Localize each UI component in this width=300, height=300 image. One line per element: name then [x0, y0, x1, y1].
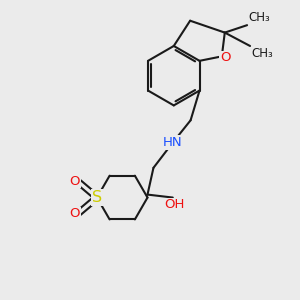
Text: S: S [92, 190, 102, 205]
Text: OH: OH [164, 199, 184, 212]
Text: O: O [220, 51, 231, 64]
Text: O: O [69, 175, 80, 188]
Text: CH₃: CH₃ [251, 47, 273, 61]
Text: CH₃: CH₃ [249, 11, 270, 24]
Text: HN: HN [163, 136, 183, 149]
Text: O: O [69, 207, 80, 220]
